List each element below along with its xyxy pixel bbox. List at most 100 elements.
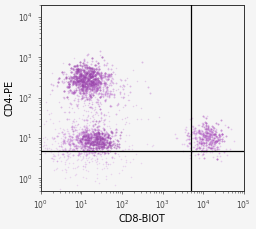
Point <box>92 89 97 93</box>
Point <box>212 133 216 136</box>
Point <box>89 89 93 92</box>
Point <box>87 155 91 159</box>
Point <box>68 75 72 78</box>
Point <box>93 158 97 162</box>
Point <box>80 83 84 86</box>
Point <box>104 90 109 93</box>
Point <box>109 78 113 81</box>
Point <box>112 145 116 149</box>
Point <box>98 142 102 146</box>
Point <box>127 122 131 125</box>
Point <box>76 106 80 109</box>
Point <box>191 145 195 149</box>
Point <box>88 82 92 85</box>
Point <box>98 135 102 138</box>
Point <box>98 135 102 138</box>
Point <box>83 66 87 70</box>
Point <box>96 131 100 134</box>
Point <box>86 136 90 140</box>
Point <box>76 122 80 125</box>
Point <box>87 136 91 140</box>
Point <box>88 74 92 78</box>
Point <box>71 162 75 165</box>
Point <box>188 147 192 150</box>
Point <box>78 136 82 140</box>
Point <box>104 162 108 166</box>
Point <box>193 135 197 138</box>
Point <box>112 156 116 160</box>
Point <box>58 187 62 191</box>
Point <box>87 101 91 105</box>
Point <box>82 136 86 140</box>
Point <box>82 79 86 82</box>
Point <box>84 90 88 94</box>
Point <box>42 122 46 126</box>
Point <box>87 96 91 100</box>
Point <box>127 144 131 148</box>
Point <box>94 142 98 146</box>
Point <box>202 134 207 138</box>
Point <box>94 119 98 123</box>
Point <box>82 134 86 138</box>
Point <box>106 146 110 149</box>
Point <box>111 87 115 91</box>
Point <box>109 93 113 96</box>
Point <box>211 144 215 147</box>
Point <box>113 183 117 187</box>
Point <box>95 132 99 136</box>
Point <box>62 128 66 132</box>
Point <box>80 79 84 82</box>
Point <box>210 137 214 141</box>
Point <box>106 77 110 81</box>
Point <box>91 132 95 136</box>
Point <box>208 134 212 137</box>
Point <box>83 137 87 141</box>
Point <box>78 149 82 152</box>
Point <box>204 116 208 120</box>
Point <box>109 147 113 150</box>
Point <box>71 119 75 123</box>
Point <box>204 134 208 138</box>
Point <box>93 91 97 94</box>
Point <box>81 80 85 84</box>
Point <box>96 144 100 147</box>
Point <box>210 138 215 141</box>
Point <box>88 145 92 149</box>
Point <box>31 165 35 169</box>
Point <box>79 68 83 72</box>
Point <box>94 146 98 150</box>
Point <box>95 142 100 146</box>
Point <box>62 155 66 158</box>
Point <box>84 85 89 89</box>
Point <box>98 141 102 145</box>
Point <box>109 89 113 92</box>
Point <box>114 66 118 70</box>
Point <box>88 90 92 93</box>
Point <box>217 133 221 137</box>
Point <box>82 138 87 142</box>
Point <box>84 137 88 141</box>
Point <box>70 90 74 94</box>
Point <box>55 160 59 163</box>
Point <box>97 68 101 71</box>
Point <box>111 78 115 81</box>
Point <box>26 139 30 142</box>
Point <box>91 149 95 152</box>
Point <box>201 121 205 124</box>
Point <box>182 142 186 146</box>
Point <box>95 136 99 139</box>
Point <box>87 135 91 139</box>
Point <box>67 117 71 121</box>
Point <box>81 76 85 79</box>
Point <box>99 143 103 147</box>
Point <box>90 157 94 160</box>
Point <box>112 134 116 138</box>
Point <box>93 123 97 126</box>
Point <box>52 168 56 172</box>
Point <box>92 68 96 71</box>
Point <box>81 84 85 87</box>
Point <box>76 134 80 137</box>
Point <box>83 81 87 85</box>
Point <box>75 79 79 82</box>
Point <box>102 142 106 146</box>
